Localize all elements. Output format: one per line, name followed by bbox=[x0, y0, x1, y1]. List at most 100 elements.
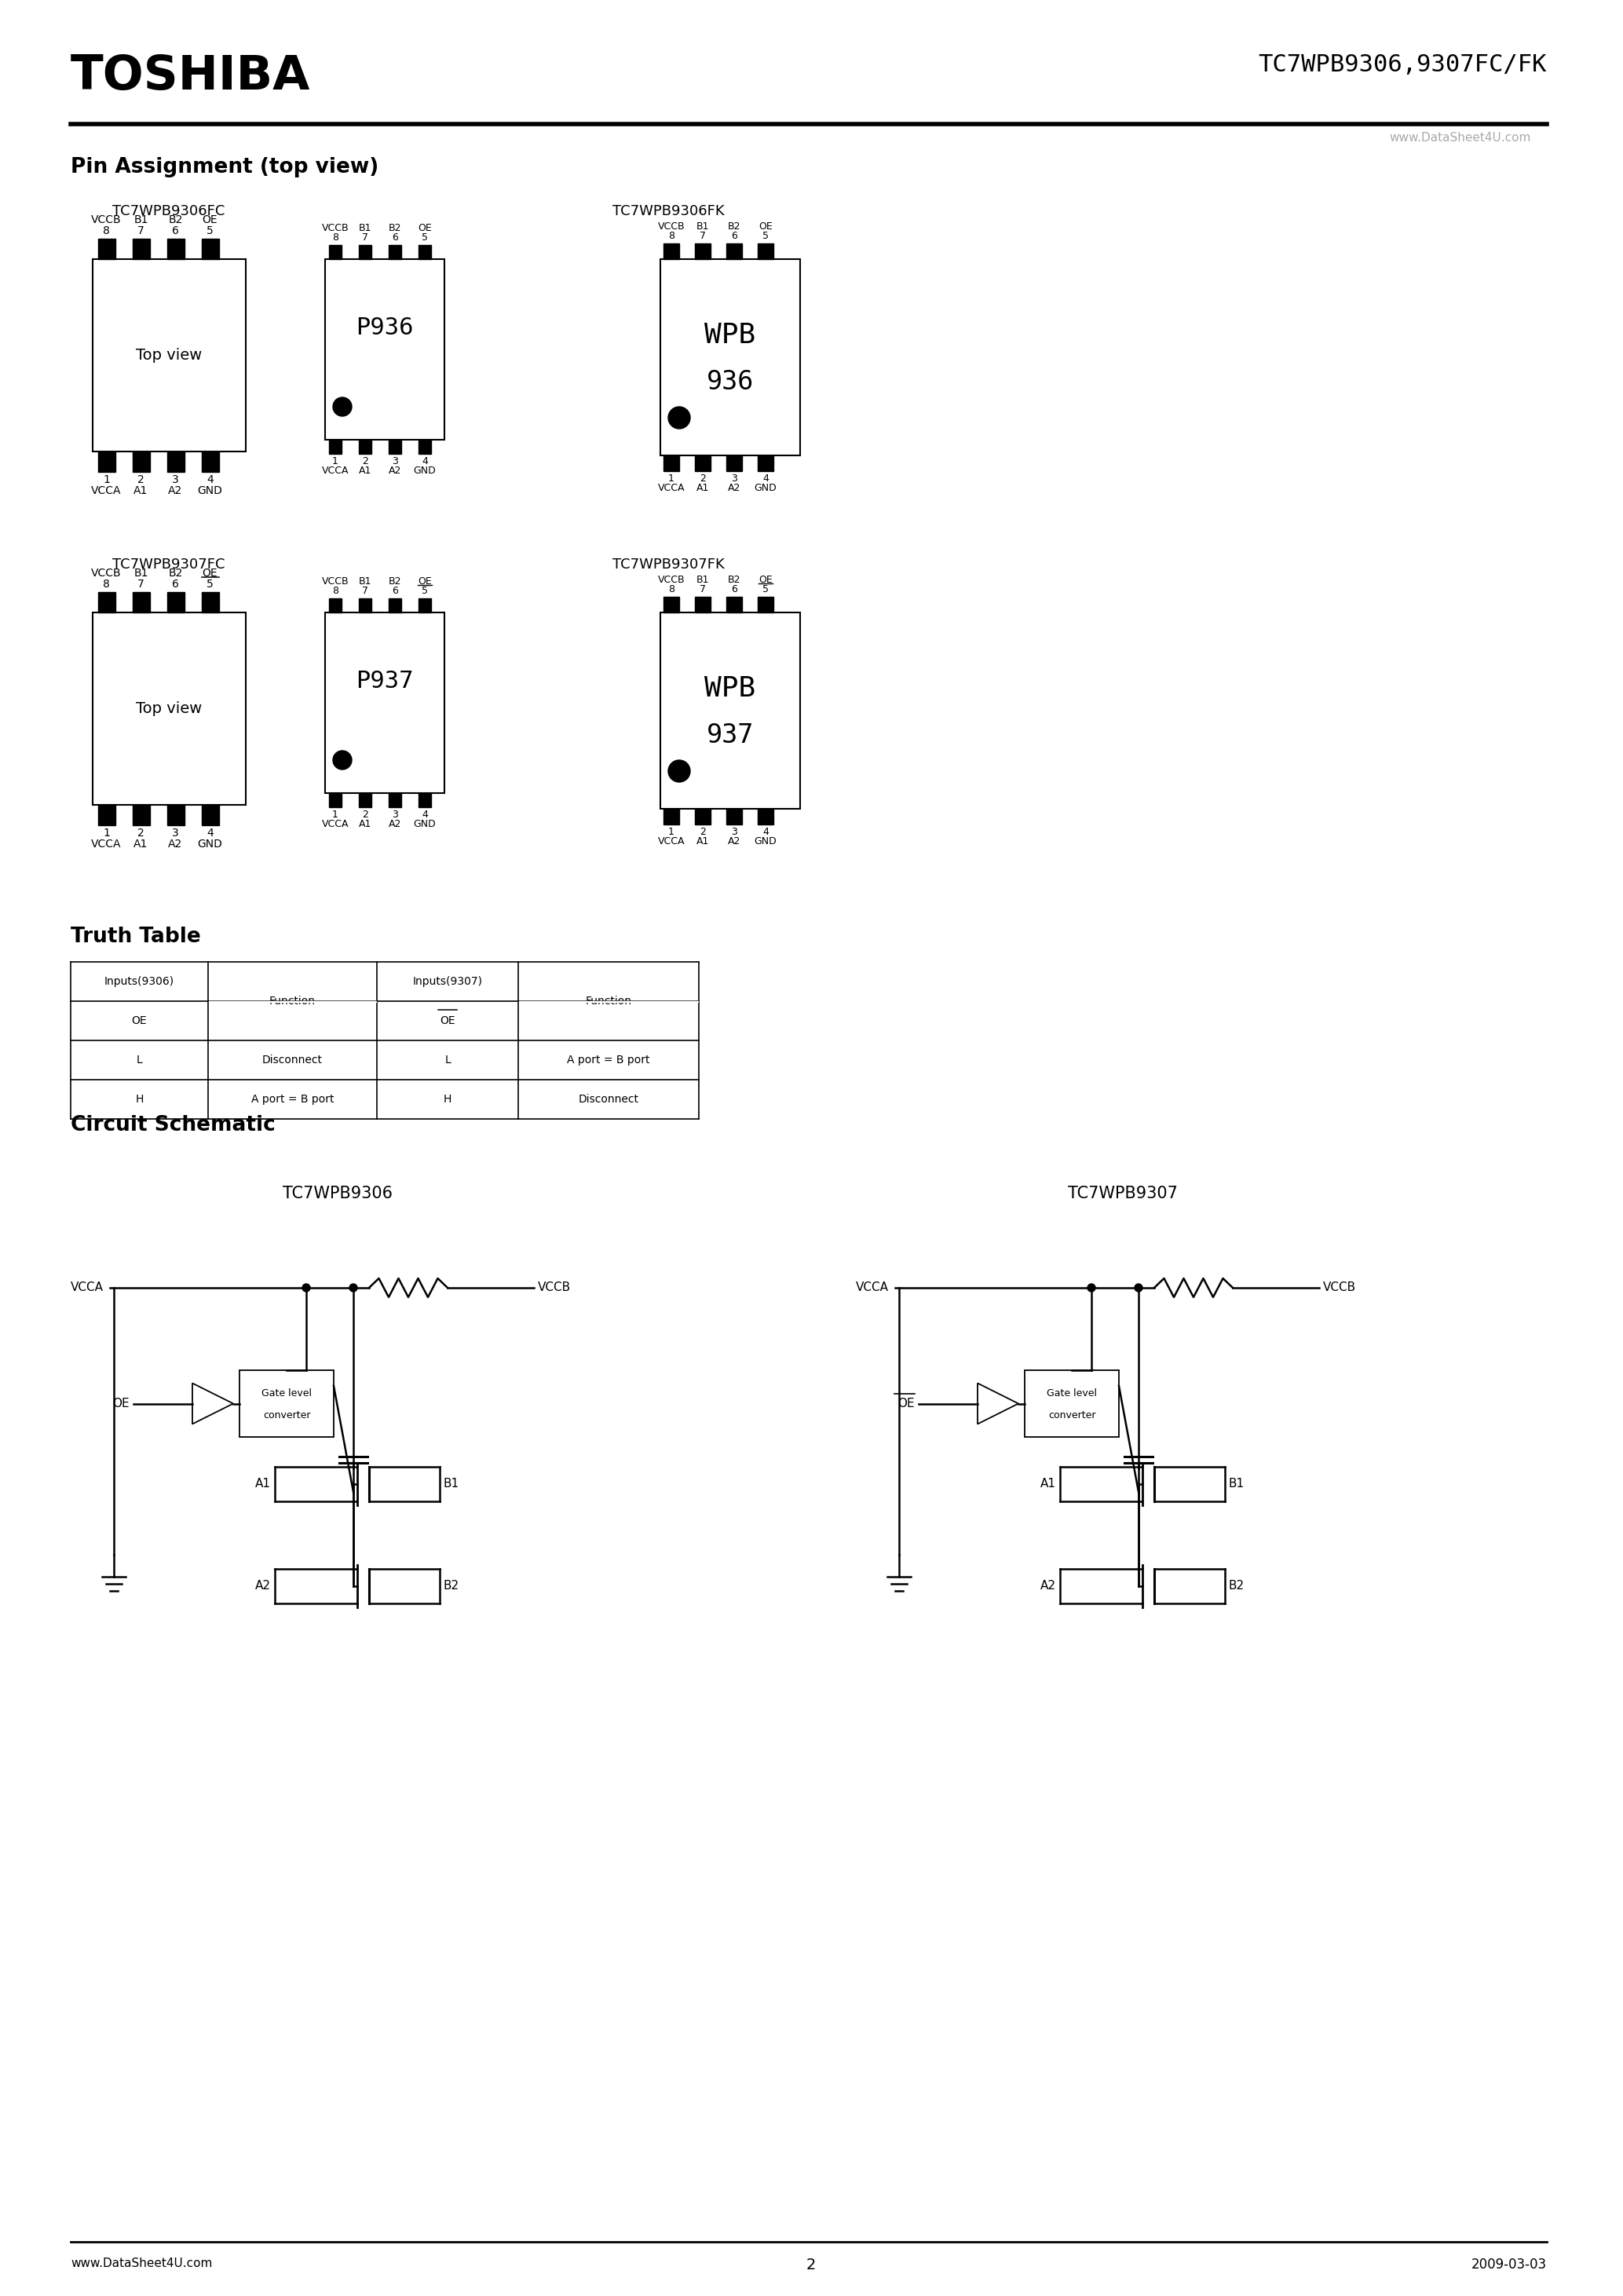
Text: 1: 1 bbox=[669, 473, 675, 484]
Text: B2: B2 bbox=[1229, 1580, 1245, 1591]
Bar bbox=[329, 792, 341, 808]
Text: A port = B port: A port = B port bbox=[566, 1054, 649, 1065]
Bar bbox=[201, 452, 219, 473]
Text: GND: GND bbox=[198, 838, 222, 850]
Text: B1: B1 bbox=[443, 1479, 459, 1490]
Text: B1: B1 bbox=[359, 576, 372, 585]
Text: WPB: WPB bbox=[704, 321, 756, 349]
Text: 6: 6 bbox=[730, 583, 737, 595]
Text: L: L bbox=[445, 1054, 451, 1065]
Text: 8: 8 bbox=[669, 232, 675, 241]
Text: 2: 2 bbox=[700, 473, 706, 484]
Text: 4: 4 bbox=[422, 457, 428, 466]
Text: B1: B1 bbox=[1229, 1479, 1245, 1490]
Text: 6: 6 bbox=[391, 585, 398, 597]
Text: A2: A2 bbox=[1040, 1580, 1057, 1591]
Text: 6: 6 bbox=[391, 232, 398, 243]
Text: 7: 7 bbox=[700, 583, 706, 595]
Text: 7: 7 bbox=[138, 579, 144, 590]
Text: 2: 2 bbox=[138, 475, 144, 484]
Text: 4: 4 bbox=[206, 475, 214, 484]
Text: 5: 5 bbox=[763, 232, 769, 241]
Text: OE: OE bbox=[203, 214, 217, 225]
Text: A2: A2 bbox=[727, 836, 740, 847]
Text: 5: 5 bbox=[206, 579, 214, 590]
Text: A2: A2 bbox=[388, 466, 401, 475]
Bar bbox=[388, 792, 401, 808]
Text: VCCB: VCCB bbox=[537, 1281, 571, 1293]
Text: Pin Assignment (top view): Pin Assignment (top view) bbox=[71, 156, 378, 177]
Text: 5: 5 bbox=[422, 585, 428, 597]
Bar bbox=[419, 246, 432, 259]
Bar bbox=[758, 455, 774, 471]
Bar bbox=[727, 808, 742, 824]
Text: OE: OE bbox=[112, 1398, 130, 1410]
Text: TC7WPB9306: TC7WPB9306 bbox=[282, 1185, 393, 1201]
Text: TC7WPB9307: TC7WPB9307 bbox=[1068, 1185, 1178, 1201]
Bar bbox=[758, 243, 774, 259]
Text: Truth Table: Truth Table bbox=[71, 928, 201, 946]
Text: 7: 7 bbox=[362, 585, 368, 597]
Bar bbox=[133, 806, 149, 824]
Bar bbox=[133, 239, 149, 259]
Text: VCCB: VCCB bbox=[91, 214, 122, 225]
Text: A1: A1 bbox=[359, 820, 372, 829]
Text: 8: 8 bbox=[669, 583, 675, 595]
Text: B2: B2 bbox=[169, 567, 183, 579]
Text: GND: GND bbox=[414, 820, 437, 829]
Bar bbox=[727, 597, 742, 613]
Text: Top view: Top view bbox=[136, 349, 201, 363]
Text: 936: 936 bbox=[706, 370, 755, 395]
Text: VCCA: VCCA bbox=[657, 836, 685, 847]
Text: B2: B2 bbox=[388, 223, 401, 234]
Text: A2: A2 bbox=[255, 1580, 271, 1591]
Text: 2: 2 bbox=[362, 810, 368, 820]
Text: 3: 3 bbox=[391, 810, 398, 820]
Bar bbox=[240, 1371, 334, 1437]
Circle shape bbox=[669, 406, 690, 429]
Bar bbox=[758, 597, 774, 613]
Text: GND: GND bbox=[755, 836, 777, 847]
Bar bbox=[664, 597, 678, 613]
Text: 4: 4 bbox=[206, 827, 214, 838]
Text: 4: 4 bbox=[763, 827, 769, 838]
Text: 2: 2 bbox=[362, 457, 368, 466]
Text: VCCA: VCCA bbox=[321, 820, 349, 829]
Bar bbox=[359, 441, 372, 455]
Bar bbox=[419, 441, 432, 455]
Text: P937: P937 bbox=[355, 670, 414, 693]
Text: 7: 7 bbox=[362, 232, 368, 243]
Bar bbox=[695, 808, 711, 824]
Text: Function: Function bbox=[586, 996, 631, 1006]
Text: B1: B1 bbox=[359, 223, 372, 234]
Bar bbox=[167, 806, 183, 824]
Text: OE: OE bbox=[898, 1398, 915, 1410]
Text: OE: OE bbox=[203, 567, 217, 579]
Bar bbox=[1024, 1371, 1118, 1437]
Bar bbox=[419, 792, 432, 808]
Text: OE: OE bbox=[440, 1015, 456, 1026]
Bar bbox=[359, 246, 372, 259]
Text: VCCA: VCCA bbox=[91, 484, 122, 496]
Bar bbox=[419, 599, 432, 613]
Bar bbox=[695, 455, 711, 471]
Text: Gate level: Gate level bbox=[1047, 1389, 1097, 1398]
Text: VCCB: VCCB bbox=[657, 220, 685, 232]
Text: B2: B2 bbox=[727, 574, 740, 585]
Text: 5: 5 bbox=[422, 232, 428, 243]
Text: VCCA: VCCA bbox=[71, 1281, 104, 1293]
Bar bbox=[201, 592, 219, 613]
Bar bbox=[167, 239, 183, 259]
Text: OE: OE bbox=[758, 220, 773, 232]
Bar bbox=[133, 592, 149, 613]
Bar bbox=[133, 452, 149, 473]
Bar bbox=[329, 441, 341, 455]
Bar bbox=[664, 455, 678, 471]
Text: VCCA: VCCA bbox=[657, 482, 685, 494]
Bar bbox=[388, 599, 401, 613]
Text: TC7WPB9306,9307FC/FK: TC7WPB9306,9307FC/FK bbox=[1258, 53, 1547, 76]
Text: A1: A1 bbox=[255, 1479, 271, 1490]
Text: L: L bbox=[136, 1054, 143, 1065]
Bar bbox=[97, 239, 115, 259]
Text: B1: B1 bbox=[133, 214, 148, 225]
